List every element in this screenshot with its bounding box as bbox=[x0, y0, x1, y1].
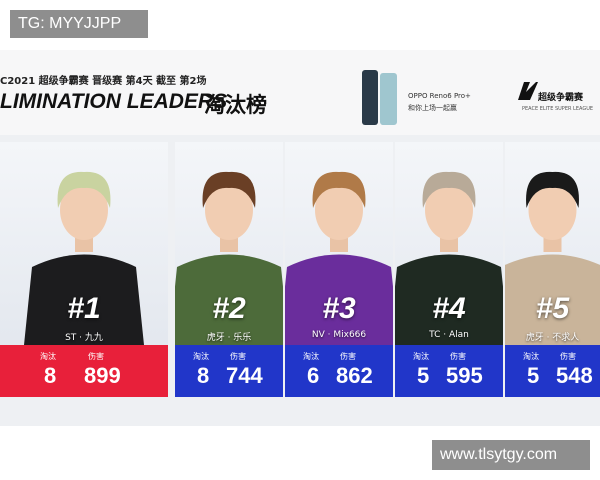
hair bbox=[57, 171, 111, 208]
logo: 超级争霸赛 bbox=[538, 93, 584, 103]
player-name: TC · Alan bbox=[429, 330, 469, 340]
kills: 8 bbox=[197, 363, 210, 388]
phone-image bbox=[362, 70, 397, 125]
header: C2021 超级争霸赛 晋级赛 第4天 截至 第2场 LIMINATION LE… bbox=[0, 50, 600, 135]
logo-mark bbox=[518, 82, 538, 100]
torso bbox=[175, 254, 283, 345]
hair bbox=[202, 171, 256, 208]
player-card: #3 NV · Mix666 淘汰 伤害 6 862 bbox=[285, 142, 393, 397]
hair bbox=[422, 171, 476, 208]
kills-label: 淘汰 bbox=[523, 352, 539, 361]
rank: #3 bbox=[322, 292, 356, 325]
damage: 595 bbox=[446, 363, 483, 388]
player-card: #2 虎牙 · 乐乐淘汰 伤害 8 744 bbox=[175, 142, 283, 397]
kills-label: 淘汰 bbox=[193, 352, 209, 361]
player-name: 虎牙 · 乐乐 bbox=[206, 333, 252, 343]
hair bbox=[312, 171, 366, 208]
kills-label: 淘汰 bbox=[303, 352, 319, 361]
watermark: www.tlsytgy.com bbox=[432, 440, 590, 470]
sponsor: OPPO Reno6 Pro+ bbox=[408, 92, 471, 100]
rank: #1 bbox=[67, 292, 101, 325]
damage-label: 伤害 bbox=[450, 352, 466, 361]
player-card: #4 TC · Alan 淘汰 伤害 5 595 bbox=[395, 142, 503, 397]
face bbox=[425, 180, 473, 240]
player-photo bbox=[24, 171, 144, 345]
player-name: 虎牙 · 不求人 bbox=[525, 333, 580, 343]
leaderboard: C2021 超级争霸赛 晋级赛 第4天 截至 第2场 LIMINATION LE… bbox=[0, 50, 600, 426]
stats-band: 淘汰 伤害 8 744 bbox=[175, 345, 283, 397]
rank: #4 bbox=[432, 292, 466, 325]
kills-label: 淘汰 bbox=[413, 352, 429, 361]
kills-label: 淘汰 bbox=[40, 352, 56, 361]
stats-band: 淘汰 伤害 6 862 bbox=[285, 345, 393, 397]
hair bbox=[526, 171, 579, 208]
damage-label: 伤害 bbox=[560, 352, 576, 361]
player-name: ST · 九九 bbox=[65, 333, 103, 343]
logo-sub: PEACE ELITE SUPER LEAGUE bbox=[522, 106, 594, 112]
damage-label: 伤害 bbox=[230, 352, 246, 361]
player-photo bbox=[395, 171, 503, 345]
player-card: #5 虎牙 · 不求人 淘汰 伤害 5 548 bbox=[505, 142, 600, 397]
torso bbox=[24, 254, 144, 345]
torso bbox=[505, 254, 600, 345]
title: LIMINATION LEADERS bbox=[0, 90, 228, 113]
face bbox=[60, 180, 108, 240]
face bbox=[315, 180, 363, 240]
player-photo bbox=[505, 171, 600, 345]
damage-label: 伤害 bbox=[88, 352, 104, 361]
damage: 548 bbox=[556, 363, 593, 388]
torso bbox=[285, 254, 393, 345]
kills: 6 bbox=[307, 363, 320, 388]
damage-label: 伤害 bbox=[340, 352, 356, 361]
stats-band: 淘汰 伤害 5 548 bbox=[505, 345, 600, 397]
rank: #2 bbox=[212, 292, 246, 325]
damage: 862 bbox=[336, 363, 373, 388]
damage: 899 bbox=[84, 363, 121, 388]
player-name: NV · Mix666 bbox=[311, 330, 367, 340]
kills: 8 bbox=[44, 363, 57, 388]
kills: 5 bbox=[417, 363, 430, 388]
player-photo bbox=[175, 171, 283, 345]
kills: 5 bbox=[527, 363, 540, 388]
stats-band: 淘汰 伤害 8 899 bbox=[0, 345, 168, 397]
player-card: #1 ST · 九九 淘汰 伤害 8 899 bbox=[0, 142, 168, 397]
subtitle: C2021 超级争霸赛 晋级赛 第4天 截至 第2场 bbox=[0, 76, 207, 87]
player-photo bbox=[285, 171, 393, 345]
torso bbox=[395, 254, 503, 345]
damage: 744 bbox=[226, 363, 263, 388]
face bbox=[528, 180, 577, 240]
face bbox=[205, 180, 253, 240]
title-cn: 淘汰榜 bbox=[204, 93, 267, 117]
stats-band: 淘汰 伤害 5 595 bbox=[395, 345, 503, 397]
sponsor-slogan: 和你上场一起赢 bbox=[408, 104, 457, 112]
watermark: TG: MYYJJPP bbox=[10, 10, 148, 38]
rank: #5 bbox=[535, 292, 570, 325]
